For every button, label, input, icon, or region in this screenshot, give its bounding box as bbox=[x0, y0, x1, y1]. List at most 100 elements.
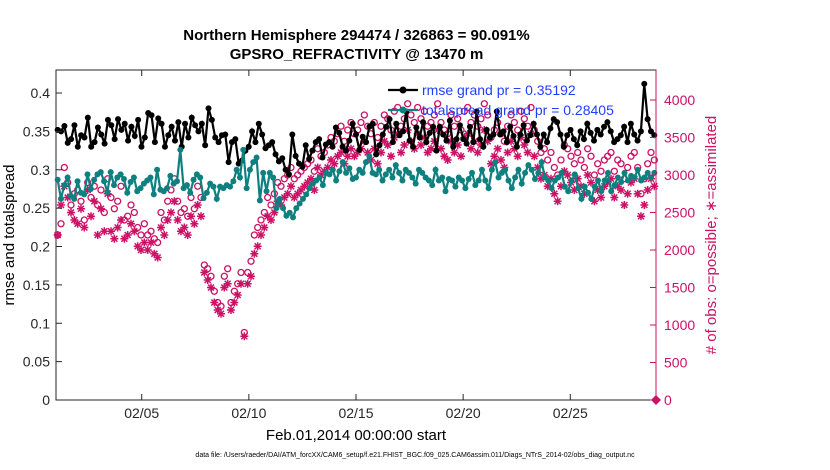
rmse-point bbox=[413, 124, 420, 131]
obs-possible-point bbox=[110, 205, 118, 213]
asterisk-stroke bbox=[617, 186, 625, 194]
obs-assimilated-point bbox=[287, 182, 295, 191]
obs-assimilated-point bbox=[180, 223, 189, 232]
rmse-point bbox=[369, 120, 376, 127]
x-tick-label: 02/15 bbox=[338, 405, 373, 421]
rmse-point bbox=[584, 120, 591, 127]
obs-possible-point bbox=[117, 182, 125, 190]
totalspread-point bbox=[475, 177, 482, 184]
asterisk-stroke bbox=[524, 148, 532, 157]
totalspread-point bbox=[439, 174, 446, 181]
rmse-point bbox=[443, 137, 450, 144]
totalspread-point bbox=[462, 185, 469, 192]
obs-possible-point bbox=[267, 201, 275, 209]
x-tick-label: 02/05 bbox=[124, 405, 159, 421]
totalspread-point bbox=[641, 174, 648, 181]
rmse-point bbox=[453, 136, 460, 143]
totalspread-point bbox=[336, 168, 343, 175]
y-right-tick-label: 3000 bbox=[664, 167, 695, 183]
totalspread-point bbox=[588, 195, 595, 202]
obs-possible-point bbox=[237, 268, 245, 277]
rmse-point bbox=[574, 142, 581, 149]
totalspread-point bbox=[644, 169, 651, 176]
rmse-point bbox=[416, 134, 423, 141]
rmse-point bbox=[634, 137, 641, 144]
obs-possible-point bbox=[580, 163, 588, 172]
rmse-point bbox=[493, 108, 500, 115]
totalspread-point bbox=[270, 174, 277, 181]
y-right-tick-label: 4000 bbox=[664, 92, 695, 108]
totalspread-point bbox=[263, 188, 270, 195]
rmse-point bbox=[644, 116, 651, 123]
y-right-tick-label: 0 bbox=[664, 392, 672, 408]
rmse-point bbox=[423, 139, 430, 146]
totalspread-point bbox=[532, 175, 539, 182]
totalspread-point bbox=[319, 182, 326, 189]
totalspread-point bbox=[303, 191, 310, 198]
rmse-point bbox=[111, 136, 118, 143]
y-right-tick-label: 2000 bbox=[664, 242, 695, 258]
asterisk-stroke bbox=[244, 280, 252, 288]
obs-assimilated-point bbox=[237, 279, 245, 288]
totalspread-point bbox=[213, 195, 220, 202]
rmse-point bbox=[121, 120, 128, 127]
rmse-point bbox=[520, 122, 527, 129]
obs-assimilated-point bbox=[257, 231, 265, 239]
obs-assimilated-point bbox=[153, 253, 162, 262]
obs-assimilated-point bbox=[490, 152, 499, 161]
asterisk-stroke bbox=[144, 246, 152, 254]
rmse-point bbox=[564, 132, 571, 139]
obs-assimilated-point bbox=[187, 212, 195, 221]
asterisk-stroke bbox=[314, 163, 322, 172]
totalspread-point bbox=[389, 174, 396, 181]
asterisk-stroke bbox=[597, 193, 605, 202]
obs-assimilated-point bbox=[110, 234, 119, 243]
obs-assimilated-point bbox=[140, 238, 149, 247]
rmse-point bbox=[466, 123, 473, 130]
rmse-point bbox=[594, 126, 601, 133]
y-left-tick-label: 0.15 bbox=[23, 277, 50, 293]
totalspread-point bbox=[392, 162, 399, 169]
rmse-point bbox=[386, 116, 393, 123]
rmse-point bbox=[490, 131, 497, 138]
rmse-point bbox=[252, 139, 259, 146]
asterisk-stroke bbox=[170, 197, 178, 205]
rmse-point bbox=[302, 142, 309, 149]
asterisk-stroke bbox=[427, 145, 435, 153]
obs-possible-point bbox=[507, 111, 515, 119]
obs-possible-point bbox=[587, 152, 595, 160]
rmse-point bbox=[349, 120, 356, 127]
totalspread-point bbox=[236, 174, 243, 181]
asterisk-stroke bbox=[584, 171, 592, 179]
obs-possible-point bbox=[550, 163, 558, 172]
rmse-point bbox=[332, 124, 339, 131]
obs-assimilated-point bbox=[207, 283, 215, 292]
obs-possible-point bbox=[574, 148, 582, 157]
rmse-point bbox=[245, 143, 252, 150]
rmse-point bbox=[81, 134, 88, 141]
asterisk-stroke bbox=[554, 197, 562, 205]
rmse-point bbox=[285, 171, 292, 178]
rmse-point bbox=[326, 139, 333, 146]
obs-assimilated-point bbox=[623, 189, 632, 198]
rmse-point bbox=[188, 114, 195, 121]
asterisk-stroke bbox=[187, 212, 195, 220]
asterisk-stroke bbox=[400, 141, 408, 149]
rmse-point bbox=[379, 131, 386, 138]
obs-assimilated-point bbox=[97, 204, 105, 213]
obs-assimilated-point bbox=[223, 279, 232, 288]
rmse-point bbox=[185, 134, 192, 141]
obs-assimilated-point bbox=[493, 144, 502, 153]
obs-possible-point bbox=[527, 103, 535, 112]
totalspread-point bbox=[346, 165, 353, 172]
obs-possible-point bbox=[647, 148, 655, 157]
obs-assimilated-point bbox=[143, 246, 152, 254]
obs-assimilated-point bbox=[150, 249, 159, 258]
obs-assimilated-point bbox=[227, 306, 235, 314]
rmse-point bbox=[376, 142, 383, 149]
obs-assimilated-point bbox=[163, 216, 172, 224]
asterisk-stroke bbox=[114, 223, 122, 232]
y-axis-right-label: # of obs: o=possible; ∗=assimilated bbox=[703, 116, 720, 355]
obs-possible-point bbox=[137, 231, 145, 239]
asterisk-stroke bbox=[397, 148, 405, 157]
